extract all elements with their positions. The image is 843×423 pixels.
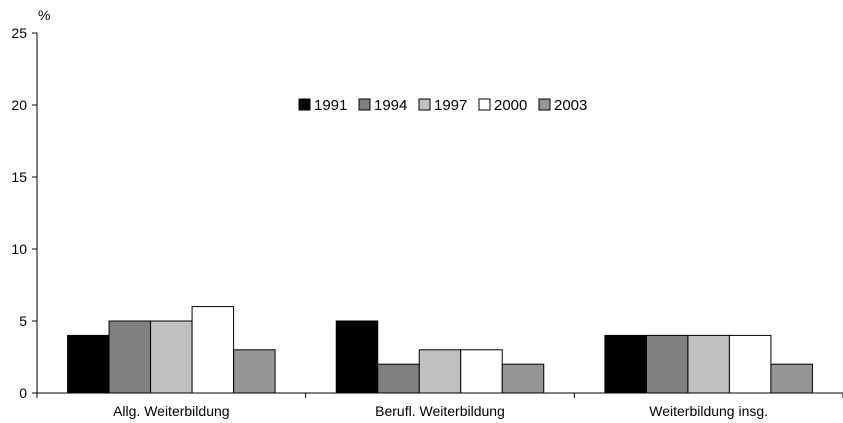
bar-1994-1: [108, 320, 152, 394]
axes: 0 5 10 15 20 25 Allg. Weiterbildung Berufl. Wei…: [11, 25, 843, 419]
bars: [67, 306, 813, 394]
x-category-label: Weiterbildung insg.: [649, 403, 768, 419]
y-tick-label: 15: [11, 169, 27, 185]
legend-label-1991: 1991: [314, 97, 347, 114]
legend: 1991 1994 1997 2000 2003: [298, 97, 587, 114]
bar-1997-2: [418, 349, 462, 394]
y-tick-label: 5: [19, 313, 27, 329]
y-axis-unit-label: %: [38, 7, 50, 23]
bar-1991-2: [335, 320, 379, 394]
bar-2003-2: [501, 363, 545, 394]
x-category-label: Berufl. Weiterbildung: [375, 403, 505, 419]
bar-2000-2: [460, 349, 503, 394]
legend-swatch-1997: [418, 98, 431, 111]
legend-label-2000: 2000: [494, 97, 527, 114]
bar-2000-1: [191, 306, 235, 394]
bar-2003-3: [770, 363, 813, 394]
y-tick-label: 0: [19, 385, 27, 401]
legend-swatch-2003: [538, 98, 551, 111]
bar-2000-3: [728, 334, 772, 394]
legend-label-2003: 2003: [554, 97, 587, 114]
legend-swatch-1991: [298, 98, 311, 111]
legend-label-1997: 1997: [434, 97, 467, 114]
x-category-label: Allg. Weiterbildung: [113, 403, 229, 419]
y-tick-label: 25: [11, 25, 27, 41]
bar-2003-1: [233, 349, 276, 394]
y-tick-label: 10: [11, 241, 27, 257]
legend-swatch-2000: [478, 98, 491, 111]
bar-1994-2: [377, 363, 420, 394]
bar-1994-3: [645, 334, 689, 394]
y-tick-label: 20: [11, 97, 27, 113]
bar-1997-3: [687, 334, 730, 394]
bar-1991-1: [67, 334, 110, 394]
bar-1997-1: [150, 320, 193, 394]
legend-swatch-1994: [358, 98, 371, 111]
legend-label-1994: 1994: [374, 97, 407, 114]
bar-1991-3: [604, 334, 647, 394]
